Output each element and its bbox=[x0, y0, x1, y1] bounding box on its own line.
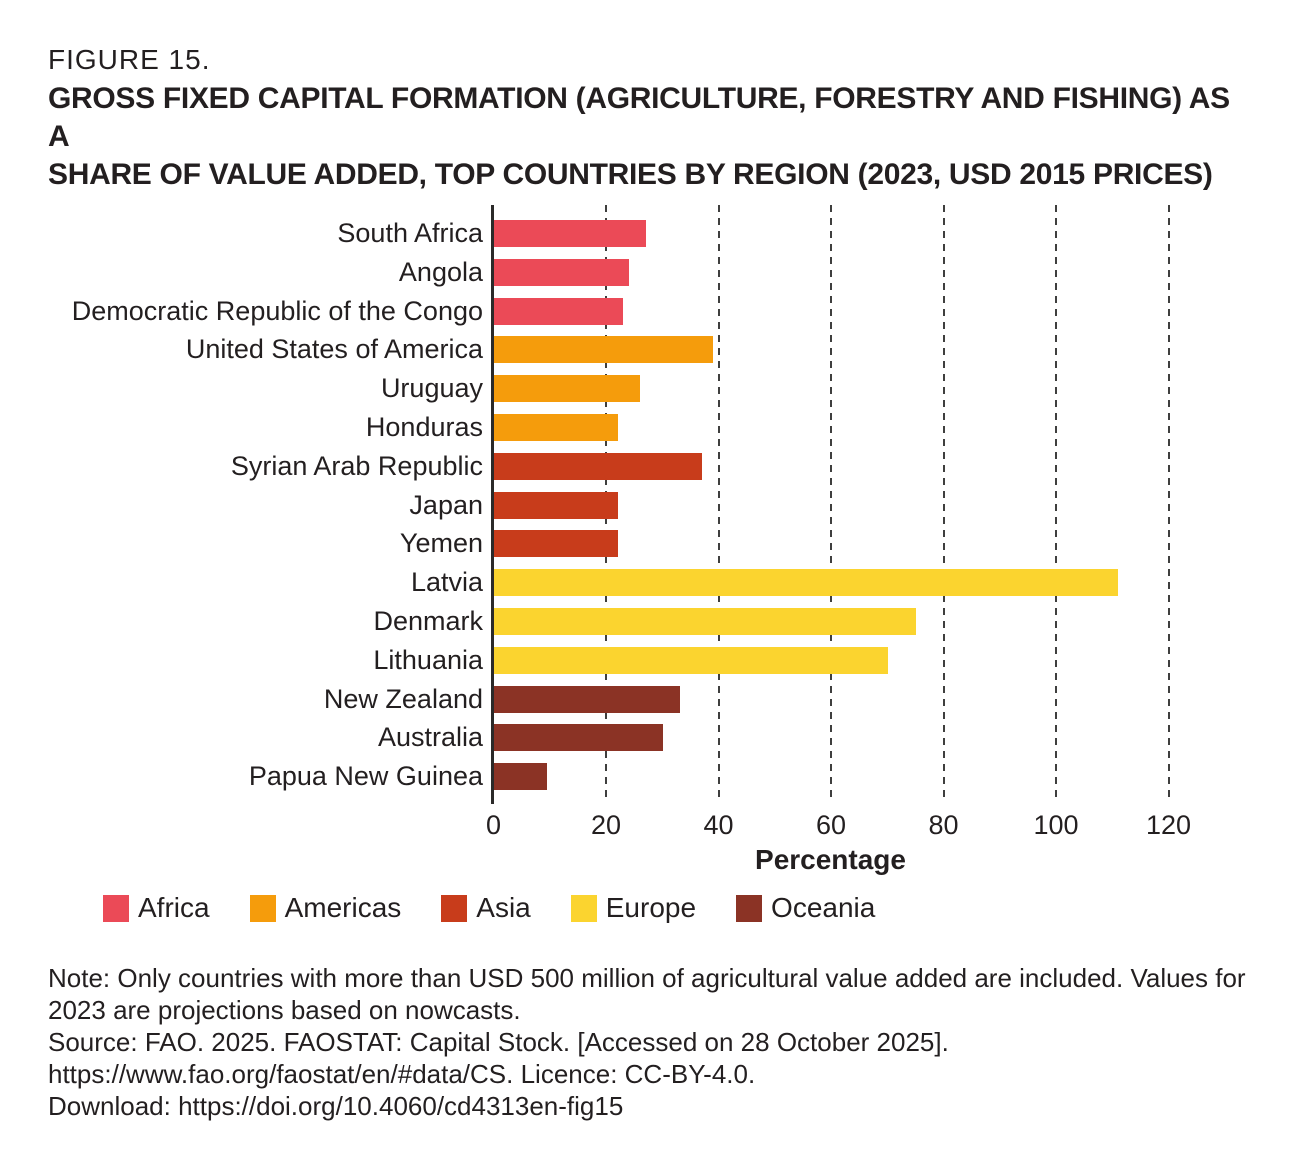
bar-yemen bbox=[494, 530, 618, 558]
legend-swatch-oceania bbox=[736, 894, 763, 922]
legend-label-africa: Africa bbox=[138, 892, 210, 923]
country-label-yemen: Yemen bbox=[399, 528, 483, 559]
legend-item-oceania: Oceania bbox=[736, 892, 875, 924]
country-label-australia: Australia bbox=[377, 722, 483, 753]
x-tick-80: 80 bbox=[928, 810, 959, 840]
country-label-latvia: Latvia bbox=[410, 567, 483, 598]
gridline-100 bbox=[1055, 205, 1057, 803]
legend-item-americas: Americas bbox=[249, 892, 402, 924]
bar-united-states-of-america bbox=[494, 336, 714, 364]
legend-swatch-americas bbox=[249, 894, 276, 922]
bar-syrian-arab-republic bbox=[494, 452, 703, 480]
figure-title: GROSS FIXED CAPITAL FORMATION (AGRICULTU… bbox=[48, 80, 1258, 194]
x-axis-label: Percentage bbox=[755, 844, 906, 875]
country-label-denmark: Denmark bbox=[373, 606, 483, 636]
y-axis-line bbox=[491, 205, 494, 804]
x-tick-0: 0 bbox=[485, 810, 502, 840]
x-tick-20: 20 bbox=[590, 810, 622, 840]
bar-australia bbox=[494, 724, 663, 752]
legend-label-asia: Asia bbox=[476, 892, 531, 923]
note-line-4: https://www.fao.org/faostat/en/#data/CS.… bbox=[48, 1059, 756, 1089]
bar-lithuania bbox=[494, 646, 888, 674]
bar-chart: South Africa Angola Democratic Republic of… bbox=[71, 205, 1192, 875]
legend-item-asia: Asia bbox=[441, 892, 531, 924]
legend-item-europe: Europe bbox=[570, 892, 697, 924]
note-line-1: Note: Only countries with more than USD … bbox=[48, 963, 1246, 993]
country-label-lithuania: Lithuania bbox=[373, 644, 483, 675]
gridline-80 bbox=[942, 205, 945, 803]
country-label-democratic-republic-of-the-congo: Democratic Republic of the Congo bbox=[71, 295, 483, 326]
bar-papua-new-guinea bbox=[494, 763, 548, 791]
country-label-japan: Japan bbox=[409, 489, 483, 520]
legend-swatch-asia bbox=[441, 894, 468, 922]
x-tick-40: 40 bbox=[703, 810, 734, 840]
country-label-south-africa: South Africa bbox=[337, 218, 483, 248]
bar-south-africa bbox=[494, 220, 646, 247]
note-line-5: Download: https://doi.org/10.4060/cd4313… bbox=[48, 1091, 624, 1121]
country-label-papua-new-guinea: Papua New Guinea bbox=[248, 761, 483, 792]
legend-swatch-europe bbox=[570, 894, 597, 922]
figure-number: FIGURE 15. bbox=[48, 44, 211, 75]
country-label-honduras: Honduras bbox=[365, 412, 483, 442]
legend-swatch-africa bbox=[103, 894, 129, 922]
bar-democratic-republic-of-the-congo bbox=[494, 297, 624, 325]
bar-honduras bbox=[494, 414, 618, 441]
gridline-60 bbox=[830, 205, 832, 803]
country-label-angola: Angola bbox=[398, 256, 483, 287]
figure-title-line1: GROSS FIXED CAPITAL FORMATION (AGRICULTU… bbox=[48, 82, 1230, 153]
note-line-2: 2023 are projections based on nowcasts. bbox=[48, 995, 521, 1025]
country-label-united-states-of-america: United States of America bbox=[185, 334, 483, 365]
bar-japan bbox=[494, 491, 618, 519]
bar-uruguay bbox=[494, 375, 641, 403]
country-label-uruguay: Uruguay bbox=[380, 373, 483, 404]
gridline-40 bbox=[717, 205, 720, 803]
x-tick-120: 120 bbox=[1145, 810, 1192, 840]
x-tick-100: 100 bbox=[1033, 810, 1079, 840]
note-line-3: Source: FAO. 2025. FAOSTAT: Capital Stoc… bbox=[48, 1027, 949, 1057]
legend-label-europe: Europe bbox=[605, 892, 697, 923]
notes-block: Note: Only countries with more than USD … bbox=[48, 962, 1278, 1122]
legend-label-oceania: Oceania bbox=[771, 892, 876, 923]
country-label-new-zealand: New Zealand bbox=[323, 683, 483, 714]
gridline-120 bbox=[1167, 205, 1170, 803]
x-tick-60: 60 bbox=[815, 810, 847, 840]
bar-denmark bbox=[494, 608, 916, 635]
legend: Africa Americas Asia Europe Oceania bbox=[103, 892, 875, 924]
figure-title-line2: SHARE OF VALUE ADDED, TOP COUNTRIES BY R… bbox=[48, 158, 1213, 191]
country-label-syrian-arab-republic: Syrian Arab Republic bbox=[230, 450, 483, 481]
bar-latvia bbox=[494, 569, 1119, 597]
legend-item-africa: Africa bbox=[103, 892, 210, 924]
bar-new-zealand bbox=[494, 685, 680, 713]
legend-label-americas: Americas bbox=[284, 892, 402, 923]
bar-angola bbox=[494, 258, 629, 286]
